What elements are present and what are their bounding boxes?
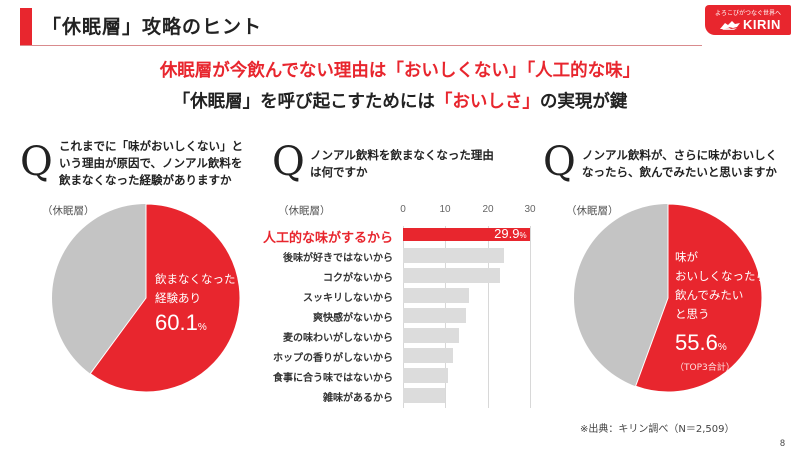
question-2-text: ノンアル飲料を飲まなくなった理由 は何ですか <box>310 147 494 181</box>
question-1-line: いう理由が原因で、ノンアル飲料を <box>59 156 243 170</box>
kirin-mark-icon <box>720 21 740 30</box>
bar-label: 爽快感がないから <box>313 313 393 324</box>
pie1-label-line: 経験あり <box>155 291 201 305</box>
bar-value-label: 29.9% <box>494 226 526 241</box>
gridline-20 <box>488 226 489 408</box>
pie1-value: 60.1% <box>155 310 207 336</box>
pie2-label-line: と思う <box>675 307 710 321</box>
bar-label: ホップの香りがしないから <box>273 353 393 364</box>
bar <box>403 368 449 383</box>
question-2-line: ノンアル飲料を飲まなくなった理由 <box>310 148 494 162</box>
page-number: 8 <box>780 438 786 448</box>
bar <box>403 248 504 263</box>
bar-label: 食事に合う味ではないから <box>273 373 393 384</box>
pie2-value: 55.6% <box>675 330 727 356</box>
header-accent-bar <box>20 8 32 46</box>
question-1-line: これまでに「味がおいしくない」と <box>59 139 243 153</box>
axis-tick: 20 <box>482 204 494 215</box>
bar-value-unit: % <box>519 231 527 240</box>
pie2-note: （TOP3合計） <box>675 363 735 373</box>
pie2-label-line: おいしくなったら <box>675 269 767 283</box>
pie1-slice-experienced <box>89 204 240 392</box>
bar-label: 後味が好きではないから <box>283 253 393 264</box>
page-title: 「休眠層」攻略のヒント <box>42 16 263 38</box>
bar <box>403 308 466 323</box>
axis-tick: 30 <box>524 204 536 215</box>
question-1-line: 飲まなくなった経験がありますか <box>59 173 232 187</box>
question-2-line: は何ですか <box>310 165 368 179</box>
axis-tick: 10 <box>439 204 451 215</box>
pie1-value-number: 60.1 <box>155 310 198 335</box>
bar-label: 雑味があるから <box>323 393 393 404</box>
headline-line2: 「休眠層」を呼び起こすためには「おいしさ」の実現が鍵 <box>0 88 800 113</box>
bar-segment-label: （休眠層） <box>278 205 331 217</box>
question-3-text: ノンアル飲料が、さらに味がおいしく なったら、飲んでみたいと思いますか <box>582 147 777 181</box>
bar-label: 人工的な味がするから <box>262 231 393 246</box>
pie2-slice-willing <box>634 204 762 392</box>
bar-axis: 0 10 20 30 <box>393 204 553 218</box>
headline-line1: 休眠層が今飲んでない理由は「おいしくない」「人工的な味」 <box>159 61 641 81</box>
axis-tick: 0 <box>400 204 406 215</box>
pie2-value-unit: % <box>717 342 727 353</box>
logo-brand: KIRIN <box>743 17 781 32</box>
question-1-mark: Q <box>20 139 53 185</box>
pie2-segment-label: （休眠層） <box>566 205 619 217</box>
question-3-mark: Q <box>543 139 576 185</box>
pie2-label: 味が おいしくなったら 飲んでみたい と思う <box>675 248 767 324</box>
pie1-segment-label: （休眠層） <box>42 205 95 217</box>
bar-label: 麦の味わいがしないから <box>283 333 393 344</box>
pie1-label: 飲まなくなった 経験あり <box>155 270 236 308</box>
question-3-line: なったら、飲んでみたいと思いますか <box>582 165 777 179</box>
logo-tagline: よろこびがつなぐ世界へ <box>715 10 782 17</box>
pie-chart-2 <box>574 204 762 392</box>
bar-value-number: 29.9 <box>494 226 520 241</box>
header-divider <box>20 45 702 46</box>
pie1-value-unit: % <box>197 322 207 333</box>
headline-line2-suffix: の実現が鍵 <box>539 92 628 112</box>
kirin-logo: よろこびがつなぐ世界へ KIRIN <box>705 5 791 35</box>
question-1-text: これまでに「味がおいしくない」と いう理由が原因で、ノンアル飲料を 飲まなくなっ… <box>59 138 243 189</box>
pie2-label-line: 味が <box>675 250 698 264</box>
pie1-label-line: 飲まなくなった <box>155 272 236 286</box>
bar-label: コクがないから <box>323 273 393 284</box>
bar <box>403 348 453 363</box>
pie2-label-line: 飲んでみたい <box>675 288 744 302</box>
gridline-30 <box>530 226 531 408</box>
bar: 29.9% <box>403 226 530 241</box>
headline-line2-highlight: 「おいしさ」 <box>434 92 540 112</box>
source-note: ※出典：キリン調べ（N＝2,509） <box>580 424 735 435</box>
question-3-line: ノンアル飲料が、さらに味がおいしく <box>582 148 778 162</box>
bar <box>403 328 459 343</box>
bar <box>403 388 446 403</box>
pie-chart-1 <box>52 204 240 392</box>
question-2-mark: Q <box>272 139 305 185</box>
bar-label: スッキリしないから <box>303 293 393 304</box>
bar <box>403 268 500 283</box>
pie2-value-number: 55.6 <box>675 330 718 355</box>
bar <box>403 288 469 303</box>
headline-line2-prefix: 「休眠層」を呼び起こすためには <box>172 92 435 112</box>
